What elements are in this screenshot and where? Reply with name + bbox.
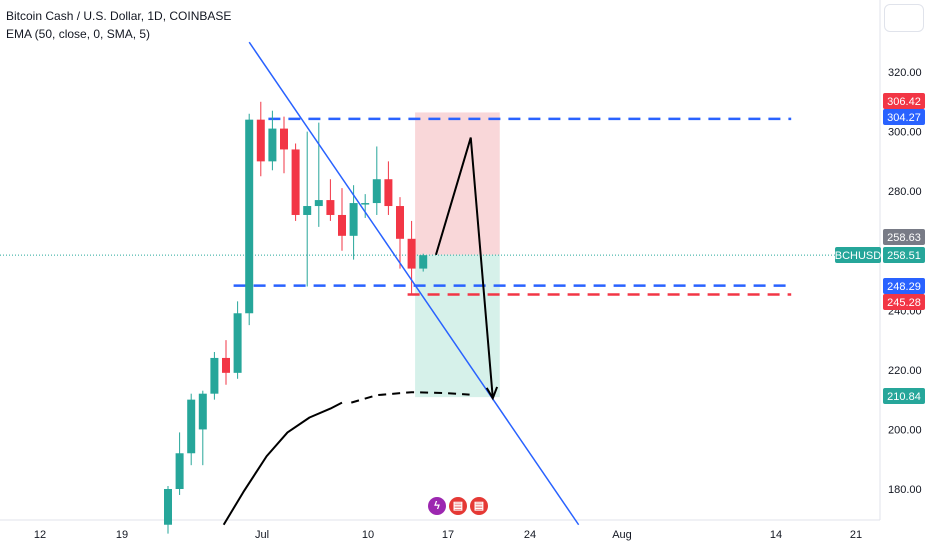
candle-body [407, 238, 416, 269]
candle-body [268, 128, 277, 162]
price-label-text: 248.29 [887, 281, 921, 293]
candle-body [396, 206, 404, 239]
symbol-badge-text: BCHUSD [835, 250, 882, 262]
price-label-text: 304.27 [887, 112, 921, 124]
event-icons: ϟ ▤ ▤ [428, 497, 488, 515]
x-tick-label: 14 [770, 529, 782, 541]
y-tick-label: 200.00 [888, 424, 922, 436]
candle-body [198, 393, 207, 430]
price-label-text: 245.28 [887, 297, 921, 309]
price-label-box [883, 93, 925, 109]
x-tick-label: 12 [34, 529, 46, 541]
candle-body [361, 203, 370, 205]
candle-body [326, 200, 335, 215]
price-label-box [883, 247, 925, 263]
chart-toolbar-button[interactable] [884, 4, 924, 32]
candle-body [384, 179, 393, 207]
candle-body [372, 179, 381, 204]
price-label-box [883, 109, 925, 125]
x-tick-label: 17 [442, 529, 454, 541]
candle-body [419, 255, 428, 269]
ema-curve [222, 401, 343, 526]
price-label-box [883, 388, 925, 404]
candle-body [291, 149, 300, 215]
price-label-box [883, 278, 925, 294]
candle-body [256, 119, 265, 162]
candle-body [187, 399, 196, 454]
trendline [248, 41, 580, 526]
candle-body [303, 206, 312, 215]
indicator-legend[interactable]: EMA (50, close, 0, SMA, 5) [6, 27, 151, 41]
x-tick-label: 10 [362, 529, 374, 541]
candle-body [233, 313, 242, 373]
candle-body [280, 128, 288, 150]
y-tick-label: 180.00 [888, 484, 922, 496]
projection-path [435, 137, 494, 399]
y-tick-label: 220.00 [888, 365, 922, 377]
candle-body [338, 214, 346, 236]
candle-body [245, 119, 254, 314]
candle-body [164, 489, 172, 525]
candle-body [175, 453, 184, 489]
us-flag-icon[interactable]: ▤ [470, 497, 488, 515]
candle-body [210, 357, 219, 394]
chart-title: Bitcoin Cash / U.S. Dollar, 1D, COINBASE [6, 9, 232, 23]
price-label-text: 258.63 [887, 232, 921, 244]
y-tick-label: 280.00 [888, 186, 922, 198]
ema-projection [350, 391, 470, 404]
price-label-box [883, 294, 925, 310]
y-tick-label: 300.00 [888, 127, 922, 139]
x-tick-label: 19 [116, 529, 128, 541]
x-tick-label: Aug [612, 529, 632, 541]
x-tick-label: Jul [255, 529, 269, 541]
candle-body [314, 200, 323, 207]
price-label-text: 258.51 [887, 250, 921, 262]
candle-body [222, 357, 230, 373]
symbol-badge [835, 247, 881, 263]
take-profit-zone [415, 254, 500, 398]
price-label-text: 210.84 [887, 391, 921, 403]
lightning-icon[interactable]: ϟ [428, 497, 446, 515]
x-tick-label: 24 [524, 529, 536, 541]
price-label-text: 306.42 [887, 96, 921, 108]
projection-arrowhead [485, 386, 499, 401]
y-tick-label: 320.00 [888, 67, 922, 79]
price-label-box [883, 229, 925, 245]
us-flag-icon[interactable]: ▤ [449, 497, 467, 515]
candle-body [349, 203, 358, 236]
x-tick-label: 21 [850, 529, 862, 541]
